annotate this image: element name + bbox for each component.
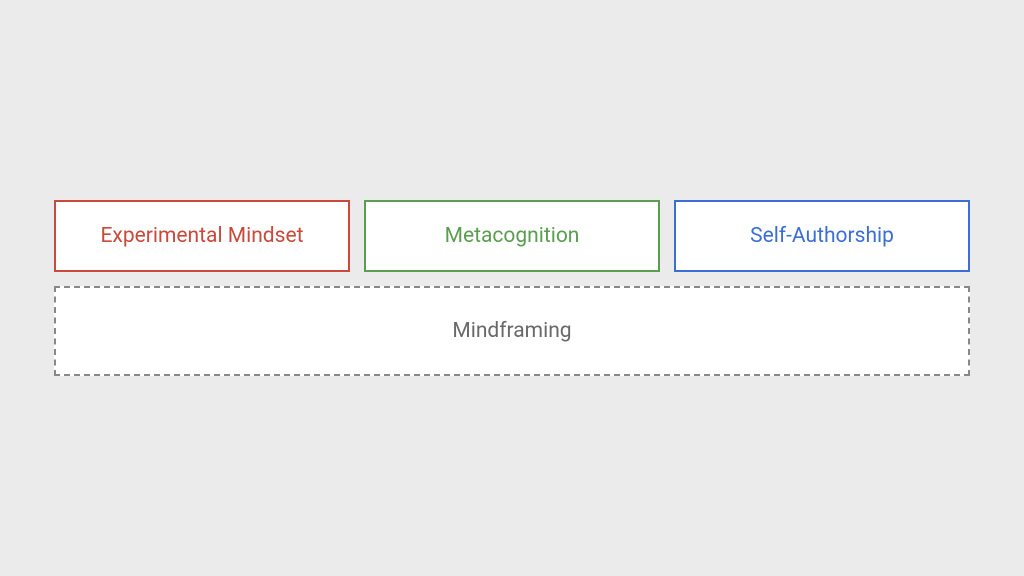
bottom-row: Mindframing bbox=[0, 286, 1024, 376]
experimental-mindset-label: Experimental Mindset bbox=[101, 224, 304, 248]
experimental-mindset-box: Experimental Mindset bbox=[54, 200, 350, 272]
top-row: Experimental Mindset Metacognition Self-… bbox=[0, 200, 1024, 272]
self-authorship-box: Self-Authorship bbox=[674, 200, 970, 272]
mindframing-box: Mindframing bbox=[54, 286, 970, 376]
diagram-container: Experimental Mindset Metacognition Self-… bbox=[0, 200, 1024, 376]
metacognition-box: Metacognition bbox=[364, 200, 660, 272]
mindframing-label: Mindframing bbox=[452, 319, 571, 343]
self-authorship-label: Self-Authorship bbox=[750, 224, 894, 248]
metacognition-label: Metacognition bbox=[445, 224, 580, 248]
